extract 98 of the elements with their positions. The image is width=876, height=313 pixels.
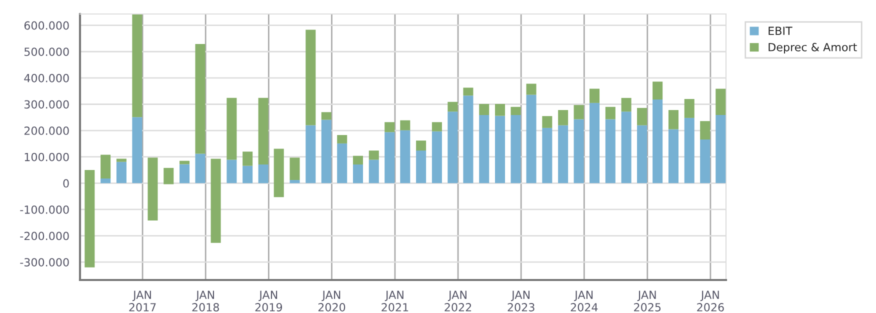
bar [463,96,474,184]
bar [306,30,316,126]
legend-label: EBIT [768,26,792,35]
bar [526,84,536,95]
bar [226,98,237,160]
bar [258,164,268,184]
x-tick-label: JAN 2018 [192,290,219,312]
bar [652,82,663,100]
bar [400,130,410,184]
x-tick-label: JAN 2026 [697,290,724,312]
bar [479,104,490,116]
bar [242,166,253,184]
bar [605,119,616,184]
bar [195,44,206,154]
bar [148,158,158,221]
bar [384,122,395,132]
bar [684,98,694,118]
bar [605,106,616,120]
y-tick-label: 200.000 [24,126,69,135]
bar [479,115,490,184]
bar [558,110,568,126]
bar [542,116,552,128]
legend-label: Deprec & Amort [768,42,857,54]
bar [258,98,268,164]
y-tick-label: 300.000 [24,100,69,109]
x-tick-label: JAN 2025 [634,290,661,312]
bar [590,88,600,103]
bar [368,160,379,184]
bar [668,110,678,130]
bar [290,180,300,184]
bar [321,112,332,120]
bar [195,154,206,184]
bar [432,131,442,184]
bar [242,152,253,166]
y-tick-label: 0 [63,179,69,188]
bar [510,115,521,184]
bar [337,143,348,184]
bar [558,125,568,184]
bar [306,125,316,184]
bar [352,164,364,184]
bar [368,150,379,160]
bar [321,120,332,184]
bar [574,119,584,184]
x-tick-label: JAN 2022 [444,290,472,312]
bar [416,140,426,151]
x-tick-label: JAN 2019 [255,290,282,312]
bar [274,148,284,198]
x-tick-label: JAN 2024 [570,290,598,312]
y-tick-label: -300.000 [20,258,69,266]
bar [352,156,364,164]
x-tick-label: JAN 2023 [508,290,534,312]
bar [432,122,442,132]
y-tick-label: 100.000 [24,152,69,162]
bar [416,150,426,184]
x-tick-label: JAN 2020 [318,290,346,312]
y-tick-label: -100.000 [20,205,69,214]
y-tick-label: 400.000 [24,74,69,82]
y-tick-label: 500.000 [24,48,69,56]
bar [621,112,632,184]
bar [290,158,300,180]
y-tick-label: 600.000 [24,21,69,30]
bar [637,125,648,184]
bar [526,94,536,184]
bar [384,132,395,184]
bar [463,88,474,96]
bar [210,158,221,243]
bar [700,121,710,140]
x-tick-label: JAN 2021 [382,290,408,312]
bar [668,129,678,184]
bar [716,115,726,184]
bar [337,135,348,144]
bar [590,102,600,184]
bar [637,108,648,126]
bar [132,14,142,118]
bar [716,88,726,116]
bar [542,128,552,184]
bar [574,105,584,120]
bar [116,162,126,184]
bar [132,117,142,184]
bar [448,112,458,184]
bar [700,140,710,184]
bar [400,120,410,130]
bar [84,170,95,268]
bar [652,100,663,184]
bar [510,106,521,116]
bar [180,164,190,184]
bar [621,98,632,112]
x-tick-label: JAN 2017 [129,290,156,312]
bar [448,102,458,112]
bar [684,118,694,184]
bar [164,168,174,184]
bar [226,160,237,184]
bar [116,158,126,162]
bar [100,154,111,178]
y-tick-label: -200.000 [20,232,69,240]
bar [100,178,111,184]
bar [495,104,506,116]
bar [495,116,506,184]
